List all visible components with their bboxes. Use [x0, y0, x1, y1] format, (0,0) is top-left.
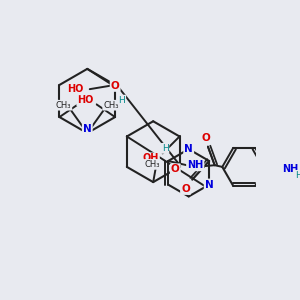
- Text: CH₃: CH₃: [145, 160, 160, 169]
- Text: O: O: [171, 164, 180, 174]
- Text: CH₃: CH₃: [56, 101, 71, 110]
- Text: NH: NH: [282, 164, 298, 174]
- Text: O: O: [202, 133, 211, 143]
- Text: N: N: [83, 124, 92, 134]
- Text: N: N: [184, 144, 193, 154]
- Text: O: O: [111, 81, 119, 91]
- Text: N: N: [205, 180, 214, 190]
- Text: H: H: [162, 144, 168, 153]
- Text: OH: OH: [78, 95, 95, 105]
- Text: H: H: [118, 96, 125, 105]
- Text: HO: HO: [67, 84, 84, 94]
- Text: H: H: [295, 171, 300, 180]
- Text: HO: HO: [77, 95, 94, 105]
- Text: OH: OH: [142, 154, 159, 164]
- Text: CH₃: CH₃: [103, 101, 119, 110]
- Text: O: O: [181, 184, 190, 194]
- Text: NH: NH: [187, 160, 203, 170]
